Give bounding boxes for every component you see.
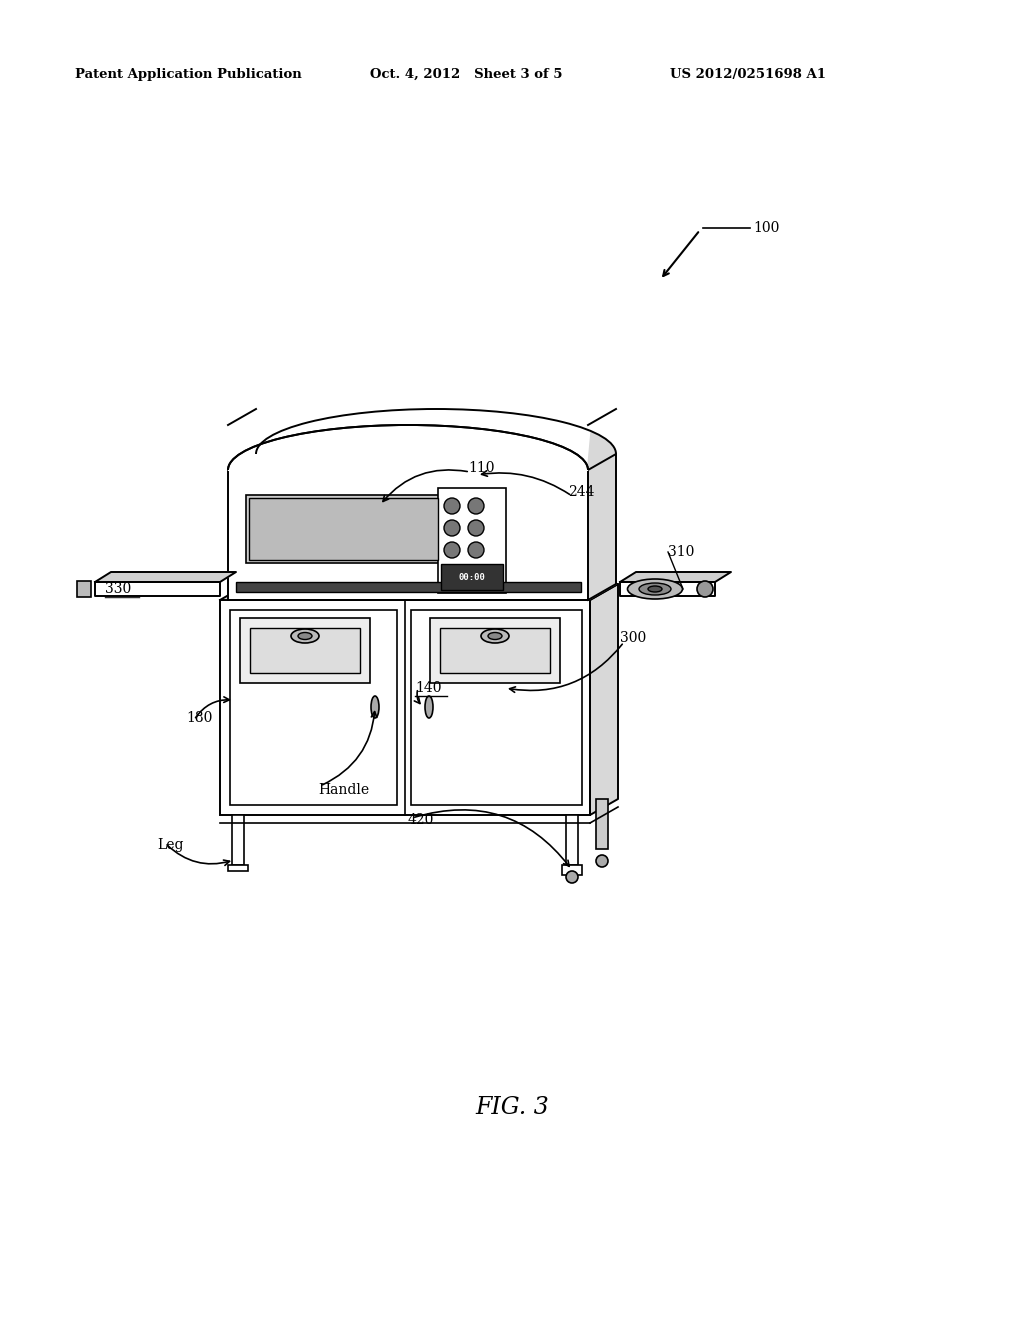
FancyBboxPatch shape [596,799,608,849]
Ellipse shape [488,632,502,639]
Circle shape [444,520,460,536]
FancyBboxPatch shape [438,488,506,593]
Text: 110: 110 [468,461,495,475]
Ellipse shape [648,586,662,591]
Circle shape [444,543,460,558]
FancyBboxPatch shape [220,601,590,814]
Ellipse shape [481,630,509,643]
FancyBboxPatch shape [77,581,91,597]
FancyBboxPatch shape [236,582,581,591]
Ellipse shape [371,696,379,718]
Polygon shape [220,583,618,601]
Circle shape [566,871,578,883]
FancyBboxPatch shape [440,628,550,673]
FancyBboxPatch shape [228,865,248,871]
FancyBboxPatch shape [411,610,582,805]
Text: US 2012/0251698 A1: US 2012/0251698 A1 [670,69,826,81]
Text: 00:00: 00:00 [459,573,485,582]
FancyBboxPatch shape [232,814,244,865]
Text: 330: 330 [105,582,131,597]
Circle shape [697,581,713,597]
FancyBboxPatch shape [246,495,441,564]
FancyBboxPatch shape [249,498,438,560]
Ellipse shape [639,583,671,595]
Text: 180: 180 [186,711,212,725]
Ellipse shape [628,579,683,599]
FancyBboxPatch shape [430,618,560,682]
Ellipse shape [425,696,433,718]
FancyBboxPatch shape [566,814,578,865]
Polygon shape [620,582,715,597]
Polygon shape [95,572,236,582]
FancyBboxPatch shape [228,470,588,601]
Circle shape [468,520,484,536]
Polygon shape [588,454,616,601]
Polygon shape [228,425,588,470]
Text: 100: 100 [753,220,779,235]
Text: Handle: Handle [318,783,369,797]
FancyBboxPatch shape [562,865,582,875]
FancyBboxPatch shape [240,618,370,682]
Text: 244: 244 [568,484,595,499]
Text: FIG. 3: FIG. 3 [475,1097,549,1119]
Text: Leg: Leg [157,838,183,851]
Circle shape [468,498,484,513]
Ellipse shape [298,632,312,639]
Polygon shape [590,583,618,814]
Polygon shape [620,572,731,582]
FancyBboxPatch shape [230,610,397,805]
Text: 140: 140 [415,681,441,696]
Text: Oct. 4, 2012   Sheet 3 of 5: Oct. 4, 2012 Sheet 3 of 5 [370,69,562,81]
Ellipse shape [291,630,319,643]
Text: 420: 420 [408,813,434,828]
Text: Patent Application Publication: Patent Application Publication [75,69,302,81]
Polygon shape [588,432,616,470]
Circle shape [468,543,484,558]
Text: 310: 310 [668,545,694,558]
Circle shape [444,498,460,513]
Text: 300: 300 [620,631,646,645]
Circle shape [596,855,608,867]
Polygon shape [95,582,220,597]
FancyBboxPatch shape [441,564,503,590]
FancyBboxPatch shape [250,628,360,673]
